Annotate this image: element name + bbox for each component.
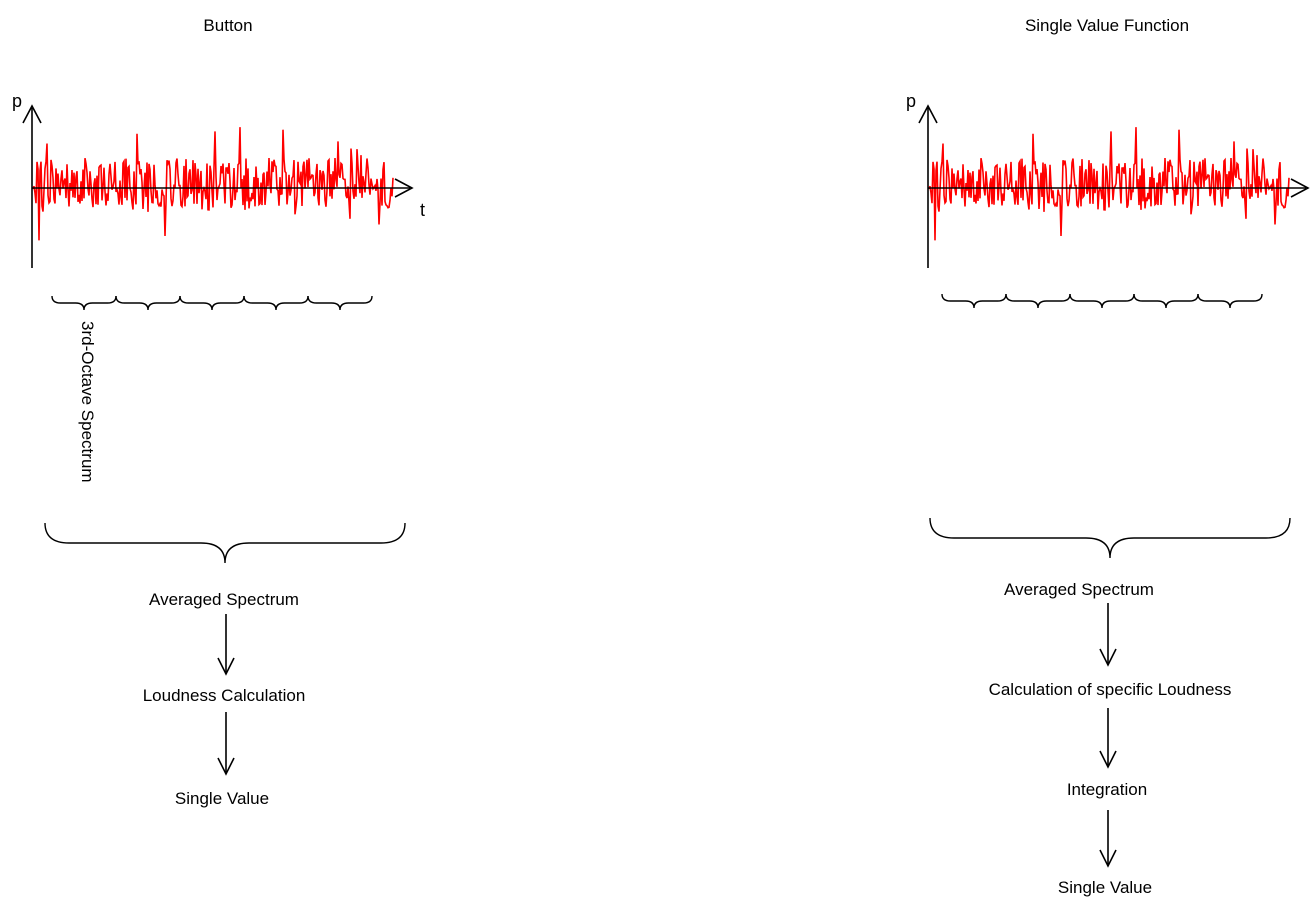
right-step-1: Averaged Spectrum: [1004, 580, 1154, 599]
left-step-3: Single Value: [174, 789, 270, 808]
left-small-brace: [115, 295, 181, 311]
left-axis-y-label: p: [12, 91, 23, 111]
right-small-brace: [1197, 293, 1263, 309]
left-x-axis-arrowhead: [394, 178, 414, 198]
left-small-brace: [179, 295, 245, 311]
right-small-brace: [941, 293, 1007, 309]
left-axis-x-label: t: [420, 200, 426, 220]
right-signal-waveform: [928, 127, 1290, 241]
left-small-brace: [51, 295, 117, 311]
right-arrow-1-head: [1099, 648, 1117, 667]
left-small-brace: [243, 295, 309, 311]
right-title: Single Value Function: [1024, 16, 1190, 35]
right-small-brace: [1005, 293, 1071, 309]
right-axis-y-label: p: [906, 91, 917, 111]
left-arrow-2-head: [217, 757, 235, 776]
right-small-brace: [1133, 293, 1199, 309]
right-y-axis-arrowhead: [918, 104, 938, 124]
left-large-brace: [44, 522, 406, 564]
right-step-3: Integration: [1066, 780, 1148, 799]
right-arrow-3-head: [1099, 849, 1117, 868]
right-step-4: Single Value: [1057, 878, 1153, 897]
left-arrow-1-head: [217, 657, 235, 676]
right-arrow-2-head: [1099, 750, 1117, 769]
left-title: Button: [203, 16, 253, 35]
right-x-axis-arrowhead: [1290, 178, 1310, 198]
right-small-brace: [1069, 293, 1135, 309]
right-large-brace: [929, 517, 1291, 559]
left-step-1: Averaged Spectrum: [149, 590, 299, 609]
left-step-2: Loudness Calculation: [142, 686, 306, 705]
left-vertical-label: 3rd-Octave Spectrum: [78, 321, 97, 483]
left-y-axis-arrowhead: [22, 104, 42, 124]
left-small-brace: [307, 295, 373, 311]
right-step-2: Calculation of specific Loudness: [988, 680, 1232, 699]
left-signal-waveform: [32, 127, 394, 241]
